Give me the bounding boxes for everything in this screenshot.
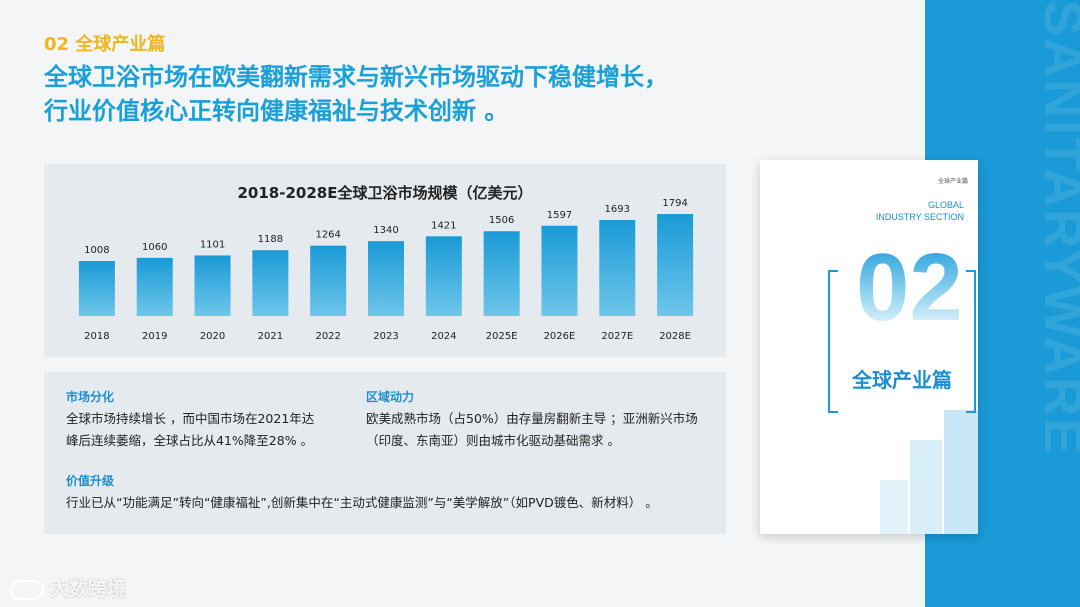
building-graphic: [880, 480, 908, 534]
bar-2020: [194, 255, 231, 316]
data-label-2025E: 1506: [489, 215, 514, 226]
data-label-2027E: 1693: [605, 204, 630, 215]
market-size-chart: 2018-2028E全球卫浴市场规模（亿美元） 1008 2018 1060 2019…: [44, 164, 726, 357]
brand-watermark: 大数跨境: [10, 574, 126, 601]
category-label-2021: 2021: [258, 331, 283, 342]
bar-2028E: [657, 214, 694, 316]
bar-2018: [78, 261, 115, 316]
region-block-body: 欧美成熟市场（占50%）由存量房翻新主导 ；亚洲新兴市场 （印度、东南亚）则由城…: [366, 408, 698, 452]
data-label-2023: 1340: [373, 225, 398, 236]
data-label-2021: 1188: [258, 234, 283, 245]
cover-en-line-2: INDUSTRY SECTION: [875, 212, 964, 222]
category-label-2024: 2024: [431, 331, 456, 342]
category-label-2020: 2020: [200, 331, 225, 342]
data-label-2022: 1264: [315, 230, 340, 241]
category-label-2019: 2019: [142, 331, 167, 342]
page-headline: 全球卫浴市场在欧美翻新需求与新兴市场驱动下稳健增长， 行业价值核心正转向健康福祉…: [44, 60, 668, 128]
bar-2022: [310, 245, 347, 316]
market-line-2: 峰后连续萎缩，全球占比从41%降至28% 。: [66, 433, 314, 448]
category-label-2022: 2022: [315, 331, 340, 342]
cover-small-label: 全球产业篇: [937, 178, 968, 185]
market-block-body: 全球市场持续增长 ，而中国市场在2021年达 峰后连续萎缩，全球占比从41%降至…: [66, 408, 314, 452]
value-block-title: 价值升级: [66, 474, 115, 488]
section-cover-card: 全球产业篇 GLOBAL INDUSTRY SECTION 02 全球产业篇: [760, 160, 978, 534]
building-graphic: [910, 440, 942, 534]
chart-title: 2018-2028E全球卫浴市场规模（亿美元）: [238, 184, 533, 202]
data-label-2018: 1008: [84, 245, 109, 256]
bar-2019: [136, 257, 173, 316]
cover-english-title: GLOBAL INDUSTRY SECTION: [876, 199, 964, 223]
building-graphic: [944, 410, 978, 534]
bar-2026E: [541, 225, 578, 316]
cover-en-line-1: GLOBAL: [927, 200, 964, 210]
data-label-2020: 1101: [200, 239, 225, 250]
data-label-2019: 1060: [142, 242, 167, 253]
headline-line-1: 全球卫浴市场在欧美翻新需求与新兴市场驱动下稳健增长，: [44, 63, 668, 91]
headline-line-2: 行业价值核心正转向健康福祉与技术创新 。: [44, 97, 509, 125]
insights-panel: 市场分化 全球市场持续增长 ，而中国市场在2021年达 峰后连续萎缩，全球占比从…: [44, 372, 726, 534]
category-label-2018: 2018: [84, 331, 109, 342]
left-bracket: [828, 270, 838, 413]
market-block-title: 市场分化: [66, 390, 115, 404]
bar-2021: [252, 250, 289, 316]
region-block-title: 区域动力: [366, 390, 415, 404]
category-label-2023: 2023: [373, 331, 398, 342]
right-bracket: [966, 270, 976, 413]
bar-2027E: [599, 220, 636, 316]
brand-logo-icon: [10, 579, 44, 600]
category-label-2028E: 2028E: [659, 331, 691, 342]
data-label-2028E: 1794: [662, 198, 687, 209]
data-label-2024: 1421: [431, 220, 456, 231]
value-block-body: 行业已从“功能满足”转向“健康福祉”,创新集中在“主动式健康监测”与“美学解放”…: [66, 492, 658, 514]
value-line-1: 行业已从“功能满足”转向“健康福祉”,创新集中在“主动式健康监测”与“美学解放”…: [66, 495, 658, 510]
region-line-2: （印度、东南亚）则由城市化驱动基础需求 。: [366, 433, 620, 448]
category-label-2026E: 2026E: [544, 331, 576, 342]
section-label: 02 全球产业篇: [44, 34, 166, 55]
market-line-1: 全球市场持续增长 ，而中国市场在2021年达: [66, 411, 315, 426]
vertical-watermark-text: SANITARYWARE: [1033, 0, 1080, 456]
brand-watermark-text: 大数跨境: [50, 578, 127, 600]
cover-section-number: 02: [856, 234, 963, 341]
cover-section-title: 全球产业篇: [852, 368, 952, 392]
region-line-1: 欧美成熟市场（占50%）由存量房翻新主导 ；亚洲新兴市场: [366, 411, 698, 426]
bar-2023: [368, 241, 404, 316]
bar-2024: [425, 236, 462, 316]
category-label-2025E: 2025E: [486, 331, 518, 342]
category-label-2027E: 2027E: [601, 331, 633, 342]
bar-2025E: [483, 231, 520, 316]
bar-chart-svg: 2018-2028E全球卫浴市场规模（亿美元） 1008 2018 1060 2019…: [78, 184, 694, 342]
data-label-2026E: 1597: [547, 210, 572, 221]
